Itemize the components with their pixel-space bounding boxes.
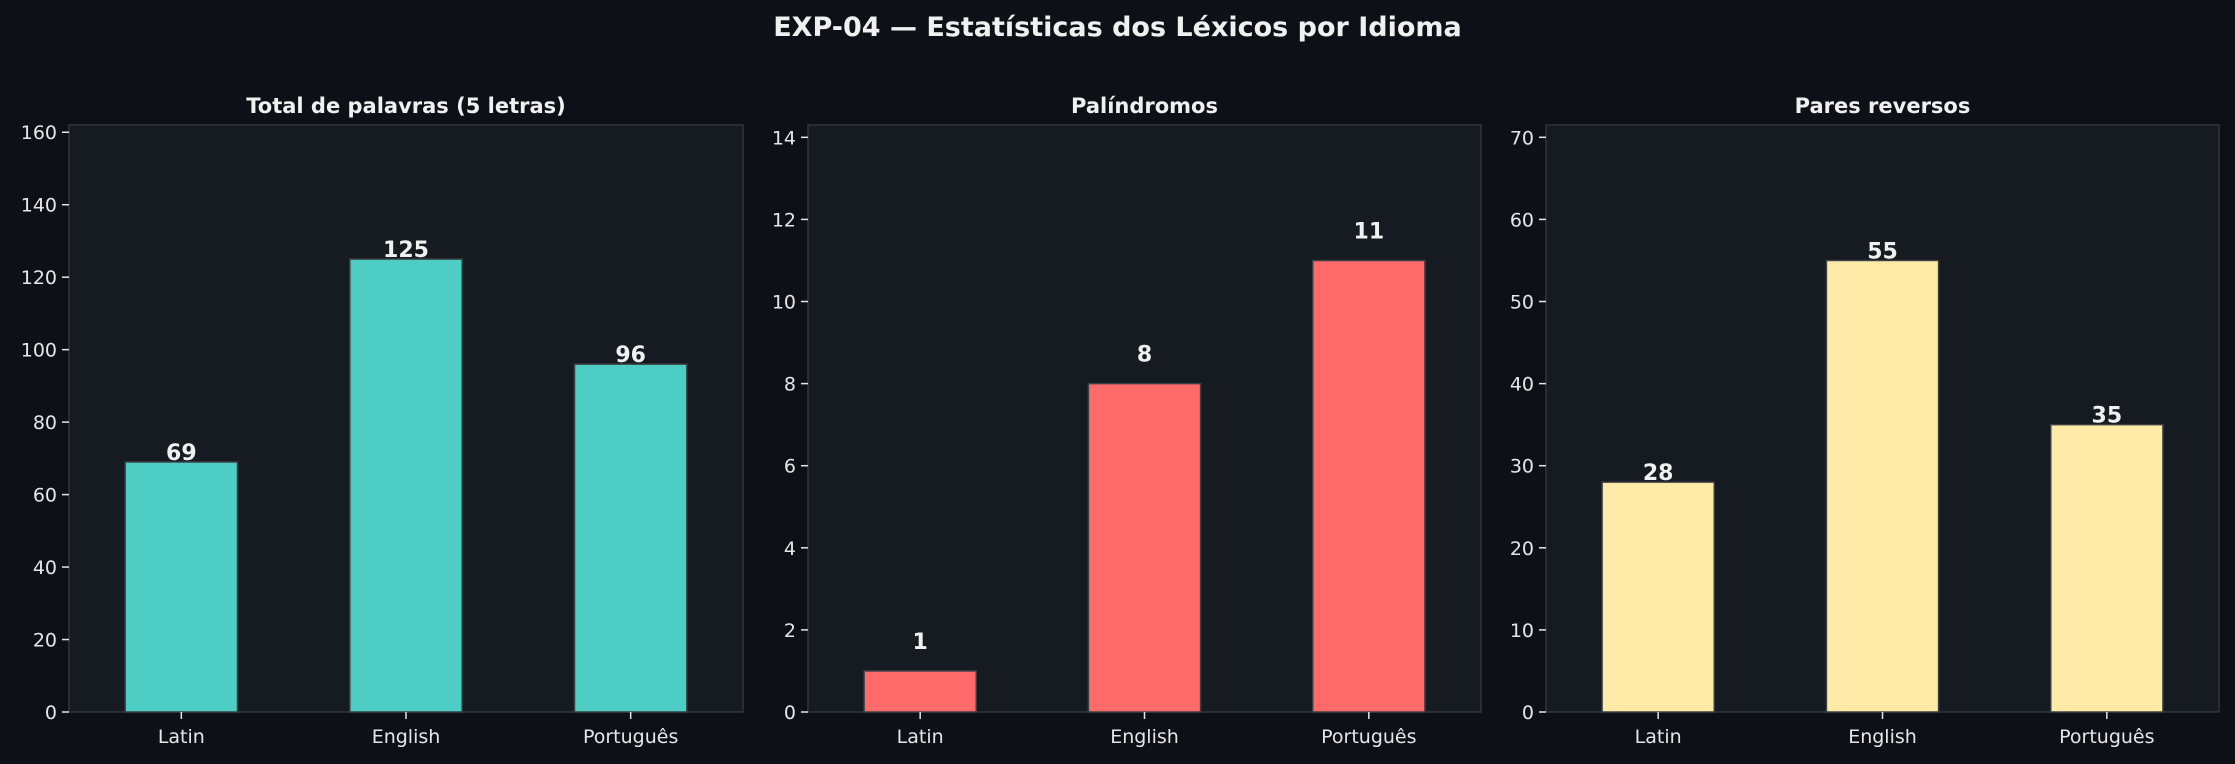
data-label: 11 [1354,219,1385,244]
y-tick-label: 50 [1510,292,1534,314]
bar-english [349,258,463,713]
data-label: 96 [615,343,646,368]
y-tick-label: 0 [784,702,796,724]
data-label: 28 [1643,461,1674,486]
x-tick-label: Latin [897,726,944,748]
y-tick-label: 20 [1510,538,1534,560]
bar-português [573,363,688,713]
bar-english [1087,382,1202,713]
data-label: 1 [913,630,928,655]
y-tick-label: 160 [21,122,57,144]
y-tick-label: 140 [21,195,57,217]
y-tick-label: 70 [1510,127,1534,149]
y-tick-label: 2 [784,620,796,642]
chart-panel-2: Palíndromos 0 2 4 6 8 10 12 14 1 Latin 8 English 11 Po… [772,94,1482,748]
data-label: 125 [383,238,429,263]
bar-português [2050,423,2164,713]
y-tick-label: 30 [1510,456,1534,478]
bar-latin [863,670,977,713]
y-tick-label: 10 [772,292,796,314]
x-tick-label: Português [583,726,678,748]
y-tick-label: 80 [33,412,57,434]
y-tick-label: 0 [1522,702,1534,724]
x-tick-label: Português [1321,726,1416,748]
y-tick-label: 40 [1510,374,1534,396]
chart-panel-1: Total de palavras (5 letras) 0 20 40 60 80 100… [21,94,744,748]
y-tick-label: 4 [784,538,796,560]
chart-title: Total de palavras (5 letras) [246,94,566,118]
y-tick-label: 120 [21,267,57,289]
figure-title: EXP-04 — Estatísticas dos Léxicos por Id… [773,12,1462,43]
x-tick-label: English [372,726,441,748]
data-label: 8 [1137,343,1152,368]
y-tick-label: 60 [1510,209,1534,231]
x-tick-label: Português [2059,726,2154,748]
bar-latin [124,461,239,713]
y-tick-label: 8 [784,374,796,396]
y-tick-label: 0 [45,702,57,724]
bar-latin [1601,481,1716,713]
y-tick-label: 20 [33,630,57,652]
chart-panel-3: Pares reversos 0 10 20 30 40 50 60 70 28 Latin 55 En… [1510,94,2220,748]
y-tick-label: 14 [772,127,796,149]
bar-english [1825,259,1940,713]
x-tick-label: Latin [1635,726,1682,748]
y-tick-label: 60 [33,485,57,507]
x-tick-label: English [1848,726,1917,748]
data-label: 55 [1867,239,1898,264]
y-tick-label: 10 [1510,620,1534,642]
y-tick-label: 12 [772,209,796,231]
data-label: 69 [166,441,197,466]
chart-title: Pares reversos [1795,94,1971,118]
x-tick-label: Latin [158,726,205,748]
y-tick-label: 100 [21,340,57,362]
data-label: 35 [2092,404,2123,429]
y-tick-label: 6 [784,456,796,478]
y-tick-label: 40 [33,557,57,579]
bar-português [1312,259,1426,713]
chart-title: Palíndromos [1071,94,1218,118]
x-tick-label: English [1110,726,1179,748]
